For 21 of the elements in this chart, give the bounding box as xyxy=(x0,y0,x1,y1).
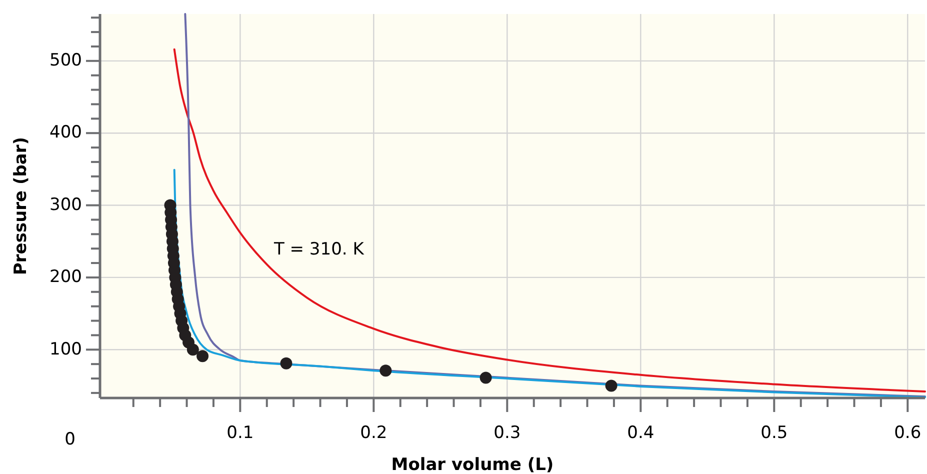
x-tick-label: 0.3 xyxy=(494,423,521,443)
point xyxy=(196,350,209,362)
x-tick-label: 0.1 xyxy=(226,423,254,443)
x-axis-title: Molar volume (L) xyxy=(391,455,554,474)
text: 0 xyxy=(64,430,76,450)
y-tick-label: 500 xyxy=(50,50,82,71)
x-tick-label: 0.2 xyxy=(360,423,388,443)
x-tick-label: 0.6 xyxy=(894,423,922,443)
point xyxy=(186,344,199,356)
annotation: T = 310. K xyxy=(273,240,365,260)
point xyxy=(380,364,392,377)
y-axis-title: Pressure (bar) xyxy=(11,136,31,276)
point xyxy=(480,372,492,384)
y-tick-label: 300 xyxy=(50,194,82,215)
y-tick-label: 200 xyxy=(50,267,82,288)
x-tick-label: 0.5 xyxy=(760,423,788,443)
y-tick-label: 100 xyxy=(50,339,82,360)
y-tick-label: 400 xyxy=(50,122,82,143)
point xyxy=(280,357,292,370)
point xyxy=(605,380,618,392)
x-tick-label: 0.4 xyxy=(627,423,654,443)
